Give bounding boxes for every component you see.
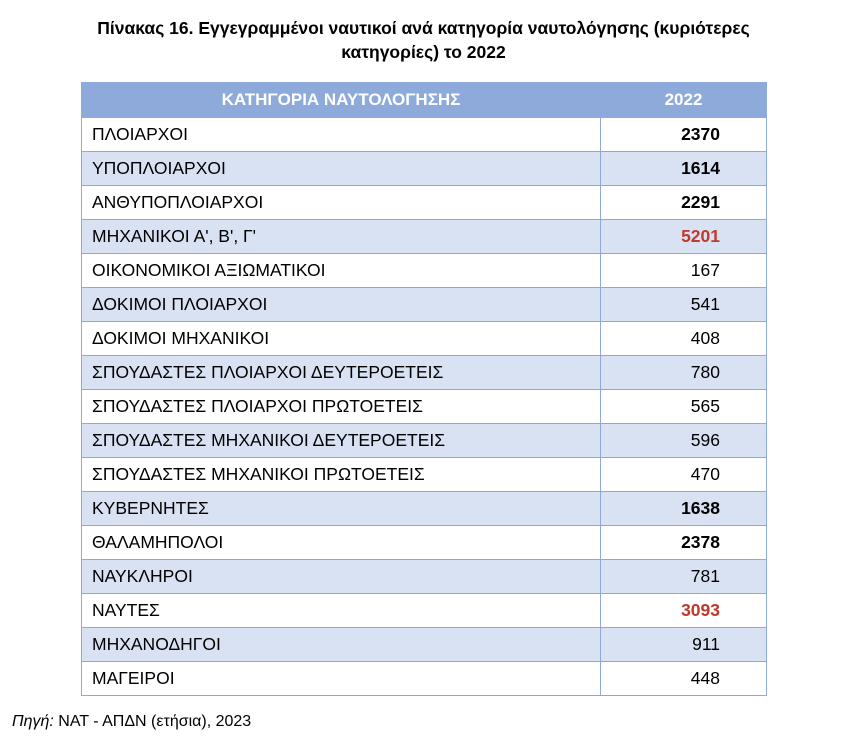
value-cell: 448 (600, 661, 767, 696)
value-cell: 2370 (600, 117, 767, 152)
table-row: ΚΥΒΕΡΝΗΤΕΣ 1638 (81, 491, 767, 526)
category-cell: ΜΑΓΕΙΡΟΙ (81, 661, 601, 696)
category-cell: ΜΗΧΑΝΟΔΗΓΟΙ (81, 627, 601, 662)
table-row: ΣΠΟΥΔΑΣΤΕΣ ΜΗΧΑΝΙΚΟΙ ΠΡΩΤΟΕΤΕΙΣ 470 (81, 457, 767, 492)
value-cell: 1614 (600, 151, 767, 186)
category-cell: ΑΝΘΥΠΟΠΛΟΙΑΡΧΟΙ (81, 185, 601, 220)
value-cell: 5201 (600, 219, 767, 254)
table-row: ΔΟΚΙΜΟΙ ΜΗΧΑΝΙΚΟΙ 408 (81, 321, 767, 356)
category-cell: ΣΠΟΥΔΑΣΤΕΣ ΠΛΟΙΑΡΧΟΙ ΠΡΩΤΟΕΤΕΙΣ (81, 389, 601, 424)
category-cell: ΟΙΚΟΝΟΜΙΚΟΙ ΑΞΙΩΜΑΤΙΚΟΙ (81, 253, 601, 288)
value-cell: 2378 (600, 525, 767, 560)
value-cell: 1638 (600, 491, 767, 526)
table-row: ΥΠΟΠΛΟΙΑΡΧΟΙ 1614 (81, 151, 767, 186)
table-row: ΔΟΚΙΜΟΙ ΠΛΟΙΑΡΧΟΙ 541 (81, 287, 767, 322)
category-cell: ΚΥΒΕΡΝΗΤΕΣ (81, 491, 601, 526)
table-row: ΜΑΓΕΙΡΟΙ 448 (81, 661, 767, 696)
value-cell: 470 (600, 457, 767, 492)
table-row: ΜΗΧΑΝΟΔΗΓΟΙ 911 (81, 627, 767, 662)
table-row: ΝΑΥΚΛΗΡΟΙ 781 (81, 559, 767, 594)
data-table: ΚΑΤΗΓΟΡΙΑ ΝΑΥΤΟΛΟΓΗΣΗΣ 2022 ΠΛΟΙΑΡΧΟΙ 237… (81, 82, 767, 696)
value-cell: 408 (600, 321, 767, 356)
category-cell: ΣΠΟΥΔΑΣΤΕΣ ΠΛΟΙΑΡΧΟΙ ΔΕΥΤΕΡΟΕΤΕΙΣ (81, 355, 601, 390)
value-cell: 167 (600, 253, 767, 288)
table-row: ΜΗΧΑΝΙΚΟΙ Α', Β', Γ' 5201 (81, 219, 767, 254)
value-cell: 3093 (600, 593, 767, 628)
table-title: Πίνακας 16. Εγγεγραμμένοι ναυτικοί ανά κ… (0, 16, 847, 64)
category-cell: ΔΟΚΙΜΟΙ ΠΛΟΙΑΡΧΟΙ (81, 287, 601, 322)
table-row: ΠΛΟΙΑΡΧΟΙ 2370 (81, 117, 767, 152)
table-row: ΝΑΥΤΕΣ 3093 (81, 593, 767, 628)
value-cell: 565 (600, 389, 767, 424)
value-cell: 2291 (600, 185, 767, 220)
category-cell: ΘΑΛΑΜΗΠΟΛΟΙ (81, 525, 601, 560)
table-row: ΣΠΟΥΔΑΣΤΕΣ ΠΛΟΙΑΡΧΟΙ ΠΡΩΤΟΕΤΕΙΣ 565 (81, 389, 767, 424)
column-header-year: 2022 (600, 82, 767, 118)
category-cell: ΔΟΚΙΜΟΙ ΜΗΧΑΝΙΚΟΙ (81, 321, 601, 356)
category-cell: ΠΛΟΙΑΡΧΟΙ (81, 117, 601, 152)
category-cell: ΜΗΧΑΝΙΚΟΙ Α', Β', Γ' (81, 219, 601, 254)
category-cell: ΣΠΟΥΔΑΣΤΕΣ ΜΗΧΑΝΙΚΟΙ ΠΡΩΤΟΕΤΕΙΣ (81, 457, 601, 492)
table-header-row: ΚΑΤΗΓΟΡΙΑ ΝΑΥΤΟΛΟΓΗΣΗΣ 2022 (81, 82, 767, 118)
table-title-line-1: Πίνακας 16. Εγγεγραμμένοι ναυτικοί ανά κ… (97, 18, 750, 38)
table-row: ΣΠΟΥΔΑΣΤΕΣ ΜΗΧΑΝΙΚΟΙ ΔΕΥΤΕΡΟΕΤΕΙΣ 596 (81, 423, 767, 458)
category-cell: ΥΠΟΠΛΟΙΑΡΧΟΙ (81, 151, 601, 186)
value-cell: 541 (600, 287, 767, 322)
table-title-line-2: κατηγορίες) το 2022 (341, 42, 506, 62)
column-header-category: ΚΑΤΗΓΟΡΙΑ ΝΑΥΤΟΛΟΓΗΣΗΣ (81, 82, 601, 118)
value-cell: 911 (600, 627, 767, 662)
table-row: ΟΙΚΟΝΟΜΙΚΟΙ ΑΞΙΩΜΑΤΙΚΟΙ 167 (81, 253, 767, 288)
value-cell: 780 (600, 355, 767, 390)
category-cell: ΝΑΥΚΛΗΡΟΙ (81, 559, 601, 594)
table-row: ΘΑΛΑΜΗΠΟΛΟΙ 2378 (81, 525, 767, 560)
table-body: ΠΛΟΙΑΡΧΟΙ 2370 ΥΠΟΠΛΟΙΑΡΧΟΙ 1614 ΑΝΘΥΠΟΠΛΟΙΑ… (81, 117, 767, 696)
value-cell: 781 (600, 559, 767, 594)
category-cell: ΣΠΟΥΔΑΣΤΕΣ ΜΗΧΑΝΙΚΟΙ ΔΕΥΤΕΡΟΕΤΕΙΣ (81, 423, 601, 458)
source-text: ΝΑΤ - ΑΠΔΝ (ετήσια), 2023 (53, 713, 252, 730)
value-cell: 596 (600, 423, 767, 458)
category-cell: ΝΑΥΤΕΣ (81, 593, 601, 628)
table-row: ΣΠΟΥΔΑΣΤΕΣ ΠΛΟΙΑΡΧΟΙ ΔΕΥΤΕΡΟΕΤΕΙΣ 780 (81, 355, 767, 390)
source-label: Πηγή: (12, 713, 54, 730)
table-row: ΑΝΘΥΠΟΠΛΟΙΑΡΧΟΙ 2291 (81, 185, 767, 220)
source-note: Πηγή: ΝΑΤ - ΑΠΔΝ (ετήσια), 2023 (12, 711, 251, 733)
